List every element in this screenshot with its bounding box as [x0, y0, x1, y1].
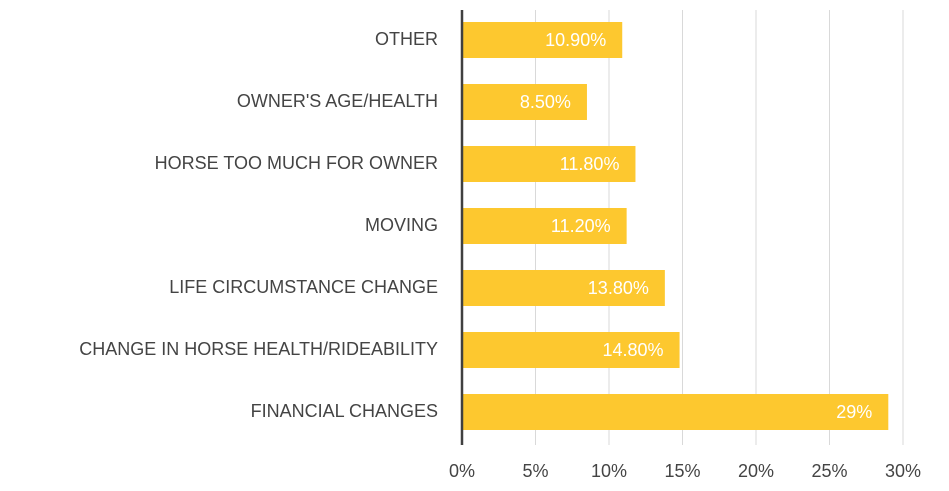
- bar: [462, 22, 623, 58]
- y-tick-label: LIFE CIRCUMSTANCE CHANGE: [169, 277, 438, 297]
- value-label: 11.80%: [560, 154, 620, 174]
- value-label: 29%: [836, 402, 872, 422]
- value-label: 13.80%: [588, 278, 649, 298]
- bar: [462, 270, 665, 306]
- x-tick-label: 25%: [811, 461, 847, 481]
- x-tick-label: 10%: [591, 461, 627, 481]
- y-tick-label: OWNER'S AGE/HEALTH: [237, 91, 438, 111]
- y-tick-label: FINANCIAL CHANGES: [251, 401, 438, 421]
- value-label: 10.90%: [545, 30, 606, 50]
- y-tick-label: HORSE TOO MUCH FOR OWNER: [155, 153, 438, 173]
- value-label: 8.50%: [520, 92, 571, 112]
- x-tick-label: 0%: [449, 461, 475, 481]
- x-tick-label: 15%: [664, 461, 700, 481]
- y-tick-label: OTHER: [375, 29, 438, 49]
- bar: [462, 332, 680, 368]
- y-tick-label: MOVING: [365, 215, 438, 235]
- bar: [462, 394, 889, 430]
- x-tick-label: 5%: [522, 461, 548, 481]
- bar: [462, 208, 627, 244]
- y-tick-label: CHANGE IN HORSE HEALTH/RIDEABILITY: [79, 339, 438, 359]
- bar: [462, 146, 636, 182]
- x-tick-label: 30%: [885, 461, 921, 481]
- value-label: 11.20%: [551, 216, 611, 236]
- bar: [462, 84, 587, 120]
- value-label: 14.80%: [602, 340, 663, 360]
- x-tick-label: 20%: [738, 461, 774, 481]
